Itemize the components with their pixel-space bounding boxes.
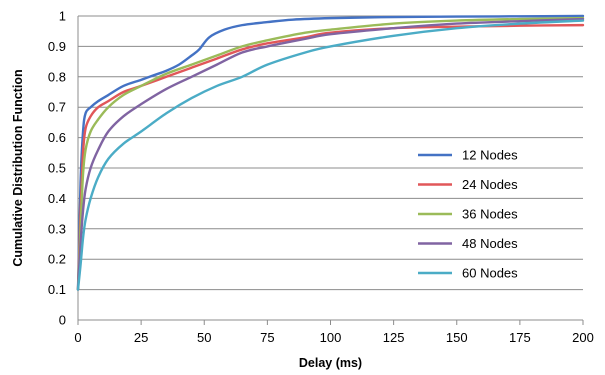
grid-layer [78,15,583,321]
legend-label-3: 36 Nodes [462,207,518,222]
x-tick-label-0: 0 [74,330,81,345]
x-axis-title: Delay (ms) [299,356,362,370]
y-tick-label-5: 0.5 [48,161,66,176]
x-tick-label-6: 150 [446,330,468,345]
y-tick-label-0: 0 [59,313,66,328]
y-tick-label-6: 0.6 [48,130,66,145]
y-tick-label-10: 1 [59,9,66,24]
x-tick-label-5: 125 [383,330,405,345]
y-tick-label-9: 0.9 [48,39,66,54]
x-tick-label-4: 100 [320,330,342,345]
y-tick-label-8: 0.8 [48,69,66,84]
y-tick-label-7: 0.7 [48,100,66,115]
legend-label-4: 48 Nodes [462,236,518,251]
series-line-5 [76,19,585,291]
x-tick-label-2: 50 [197,330,211,345]
x-tick-label-3: 75 [260,330,274,345]
x-tick-label-7: 175 [509,330,531,345]
series-line-3 [76,16,585,291]
series-layer [76,14,585,291]
y-tick-label-4: 0.4 [48,191,66,206]
series-line-4 [76,17,585,291]
y-axis-title: Cumulative Distribution Function [11,69,25,266]
x-tick-label-8: 200 [572,330,594,345]
legend: 12 Nodes 24 Nodes 36 Nodes 48 Nodes 60 Nodes [418,148,518,281]
legend-label-2: 24 Nodes [462,177,518,192]
y-tick-label-3: 0.3 [48,221,66,236]
y-tick-label-1: 0.1 [48,282,66,297]
series-line-1 [76,14,585,291]
legend-label-5: 60 Nodes [462,266,518,281]
tick-layer: 0 0.1 0.2 0.3 0.4 0.5 0.6 0.7 0.8 0.9 1 0 25 50 75 100 1… [48,9,594,346]
y-tick-label-2: 0.2 [48,252,66,267]
x-tick-label-1: 25 [134,330,148,345]
legend-label-1: 12 Nodes [462,148,518,163]
